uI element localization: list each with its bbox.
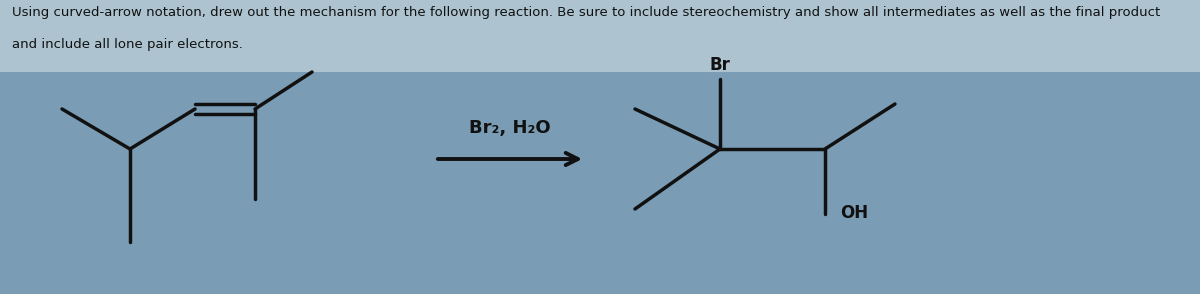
Text: and include all lone pair electrons.: and include all lone pair electrons.: [12, 38, 242, 51]
Text: Using curved-arrow notation, drew out the mechanism for the following reaction. : Using curved-arrow notation, drew out th…: [12, 6, 1160, 19]
FancyBboxPatch shape: [0, 0, 1200, 72]
Text: Br: Br: [709, 56, 731, 74]
Text: OH: OH: [840, 204, 868, 222]
Text: Br₂, H₂O: Br₂, H₂O: [469, 119, 551, 137]
